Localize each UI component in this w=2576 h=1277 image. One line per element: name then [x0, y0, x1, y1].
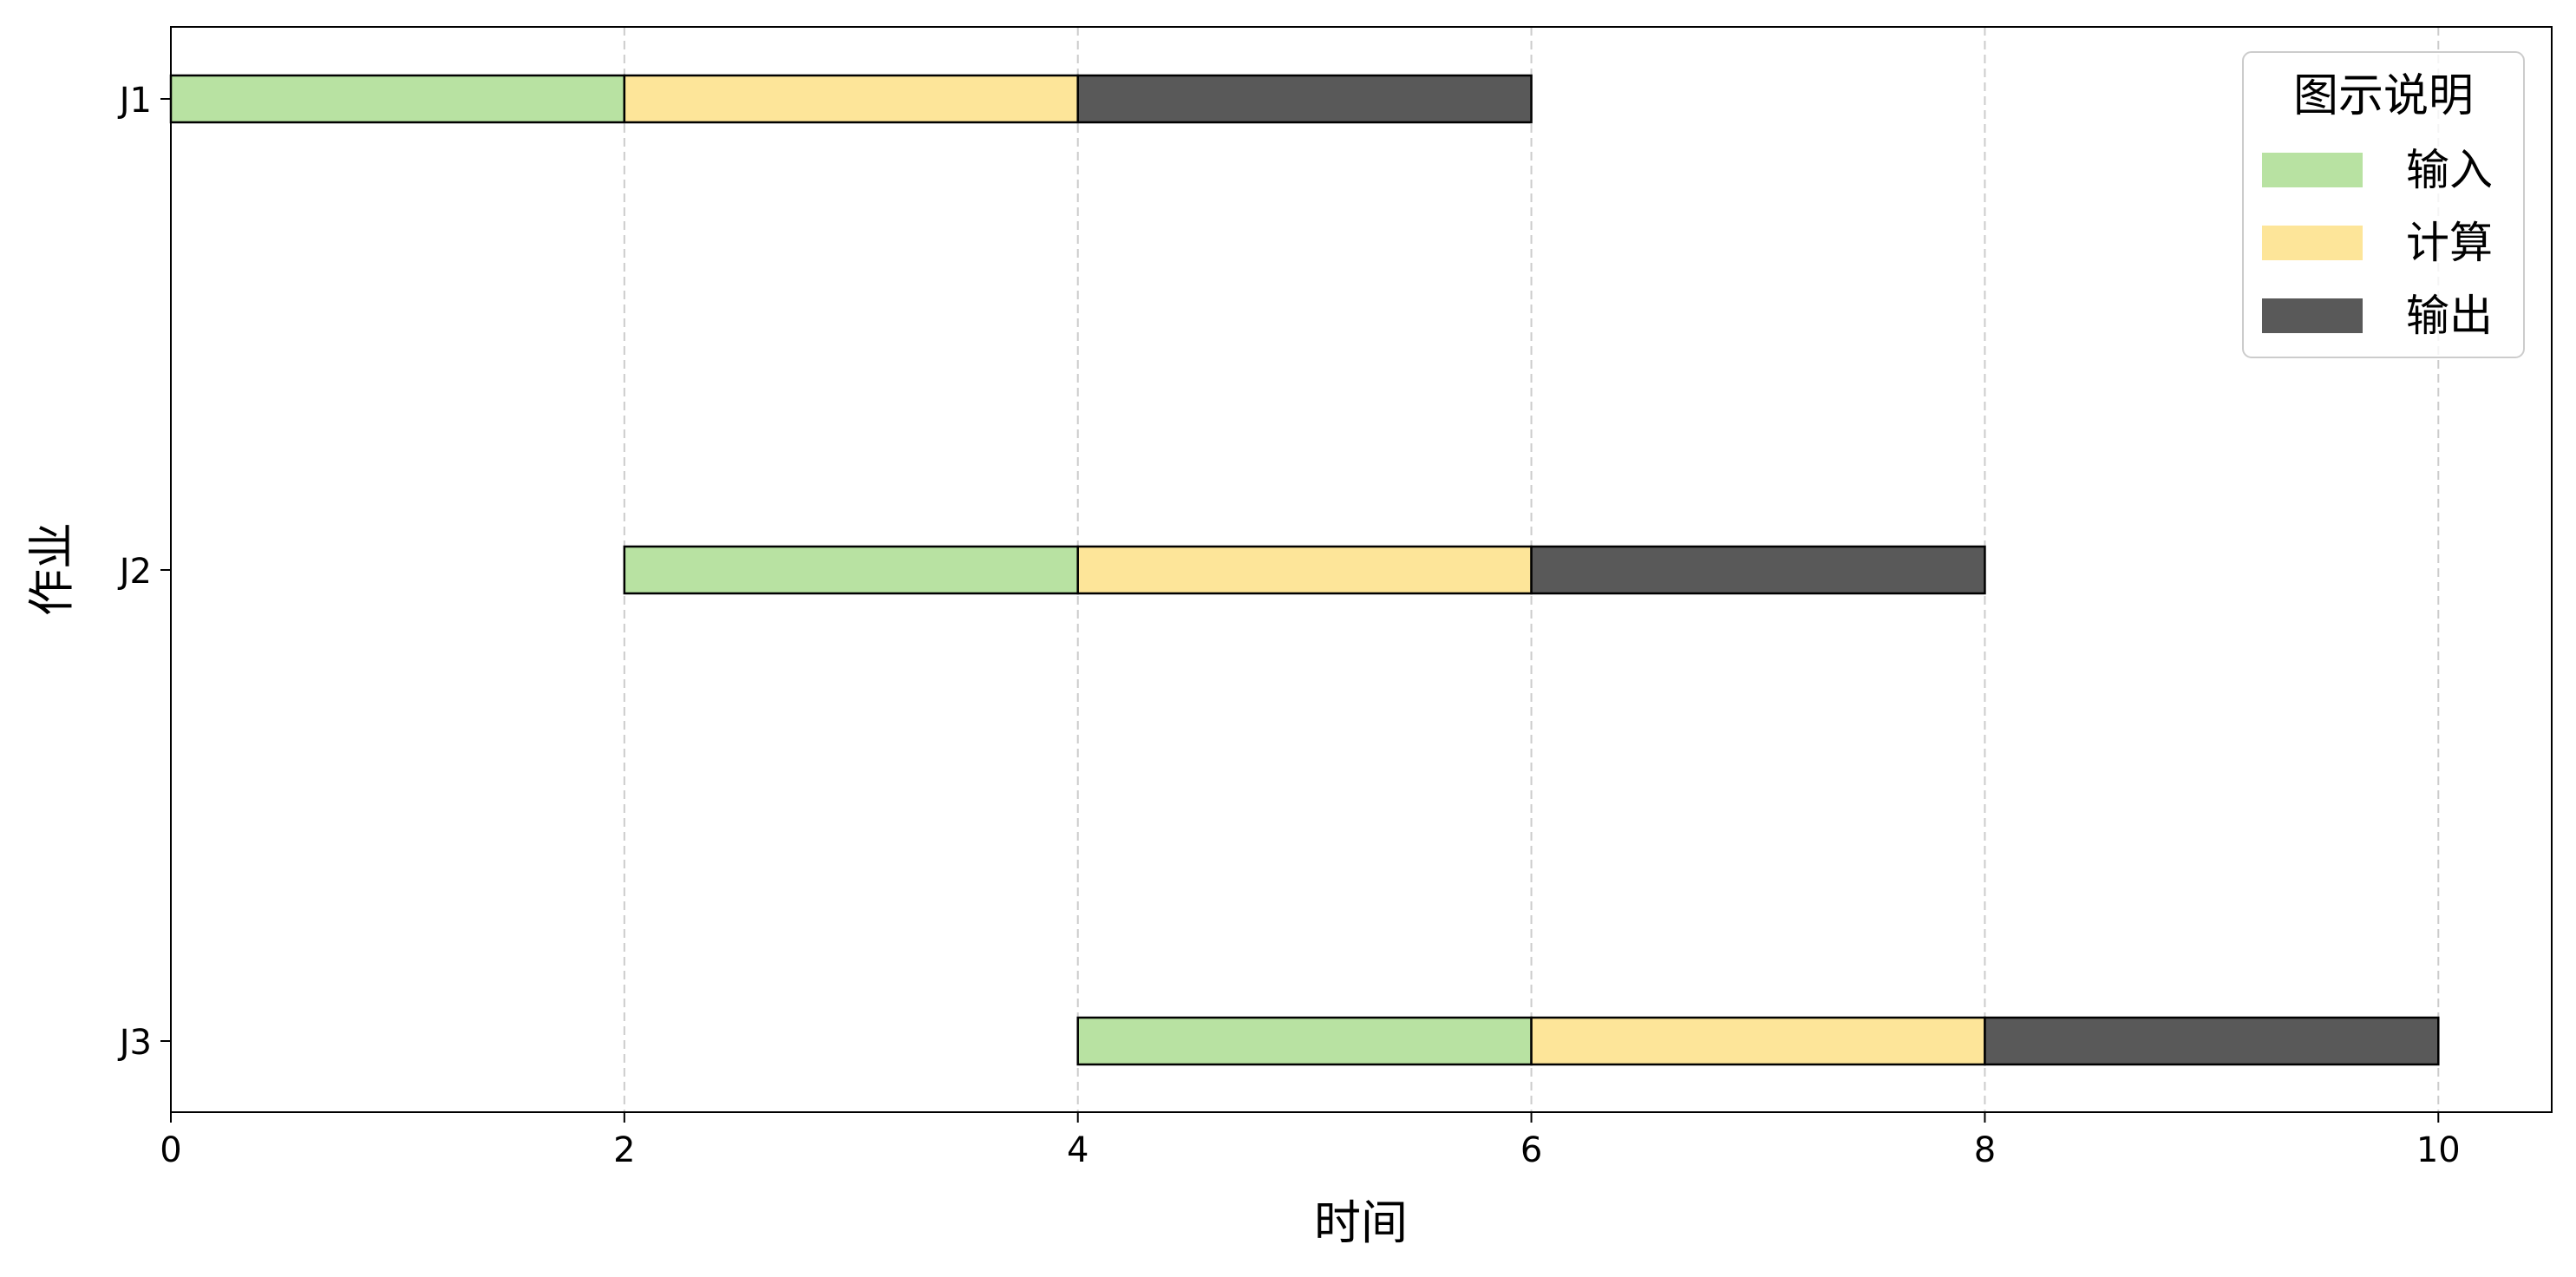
legend-label: 输入: [2406, 145, 2493, 195]
y-axis-label: 作业: [24, 522, 79, 616]
x-ticks: 0 2 4 6 8 10: [160, 1112, 2461, 1170]
legend-swatch-输出: [2262, 298, 2363, 333]
x-tick-label: 10: [2416, 1130, 2461, 1170]
legend-label: 计算: [2406, 218, 2493, 268]
legend-title: 图示说明: [2293, 70, 2474, 122]
y-tick-label: J2: [117, 552, 152, 592]
legend-swatch-计算: [2262, 226, 2363, 260]
x-axis-label: 时间: [1314, 1195, 1408, 1250]
x-tick-label: 8: [1974, 1130, 1996, 1170]
y-tick-label: J1: [117, 81, 152, 121]
x-tick-label: 2: [613, 1130, 635, 1170]
bar-J2-计算: [1076, 545, 1533, 595]
bar-J3-输出: [1984, 1016, 2440, 1066]
bar-J1-计算: [623, 74, 1079, 124]
legend-label: 输出: [2406, 291, 2493, 341]
bar-J1-输出: [1076, 74, 1533, 124]
bar-J3-输入: [1076, 1016, 1533, 1066]
x-tick-label: 0: [160, 1130, 181, 1170]
y-ticks: J1 J2 J3: [117, 81, 171, 1063]
x-tick-label: 4: [1067, 1130, 1089, 1170]
bar-J1-输入: [169, 74, 626, 124]
bars-layer: [169, 74, 2440, 1066]
x-tick-label: 6: [1520, 1130, 1542, 1170]
bar-J2-输入: [623, 545, 1079, 595]
bar-J2-输出: [1530, 545, 1986, 595]
bar-J3-计算: [1530, 1016, 1986, 1066]
y-tick-label: J3: [117, 1023, 152, 1063]
legend-swatch-输入: [2262, 153, 2363, 187]
legend-frame: [2242, 51, 2525, 358]
